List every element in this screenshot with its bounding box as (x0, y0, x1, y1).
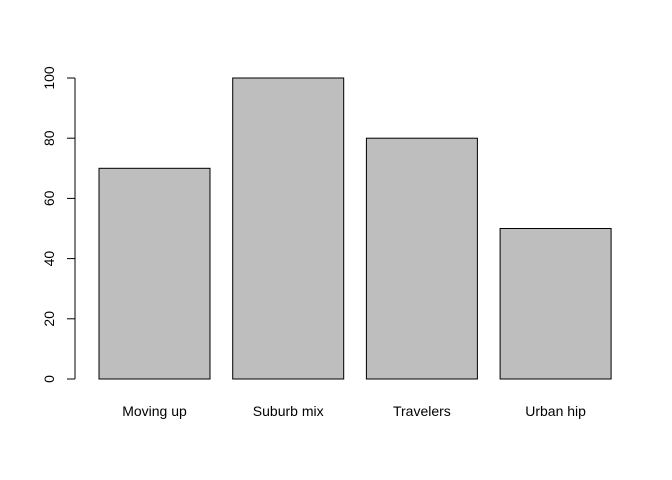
x-tick-label: Urban hip (525, 403, 586, 419)
bar-urban-hip (499, 228, 612, 380)
x-tick-label: Moving up (122, 403, 187, 419)
y-tick-label: 100 (41, 66, 57, 90)
y-tick-label: 60 (41, 190, 57, 206)
bar-suburb-mix (232, 77, 345, 380)
bars (98, 77, 612, 380)
bar-travelers (365, 137, 478, 380)
y-tick-label: 80 (41, 130, 57, 146)
x-tick-label: Travelers (393, 403, 451, 419)
x-tick-label: Suburb mix (253, 403, 324, 419)
y-tick-label: 0 (41, 375, 57, 383)
y-tick-label: 40 (41, 251, 57, 267)
y-axis: 0 20 40 60 80 100 (41, 66, 76, 383)
y-tick-label: 20 (41, 311, 57, 327)
bar-moving-up (98, 167, 211, 380)
x-axis-labels: Moving up Suburb mix Travelers Urban hip (122, 403, 586, 419)
